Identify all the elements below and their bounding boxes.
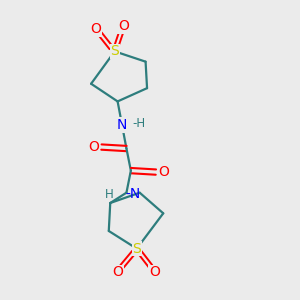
Text: -N: -N [125,187,140,201]
Text: O: O [88,140,99,154]
Text: S: S [110,44,119,58]
Text: -H: -H [132,117,146,130]
Text: O: O [158,165,169,179]
Text: H: H [105,188,114,201]
Text: O: O [90,22,101,36]
Text: N: N [117,118,127,132]
Text: S: S [132,242,141,256]
Text: O: O [149,265,160,279]
Text: O: O [118,19,129,33]
Text: O: O [112,265,123,279]
